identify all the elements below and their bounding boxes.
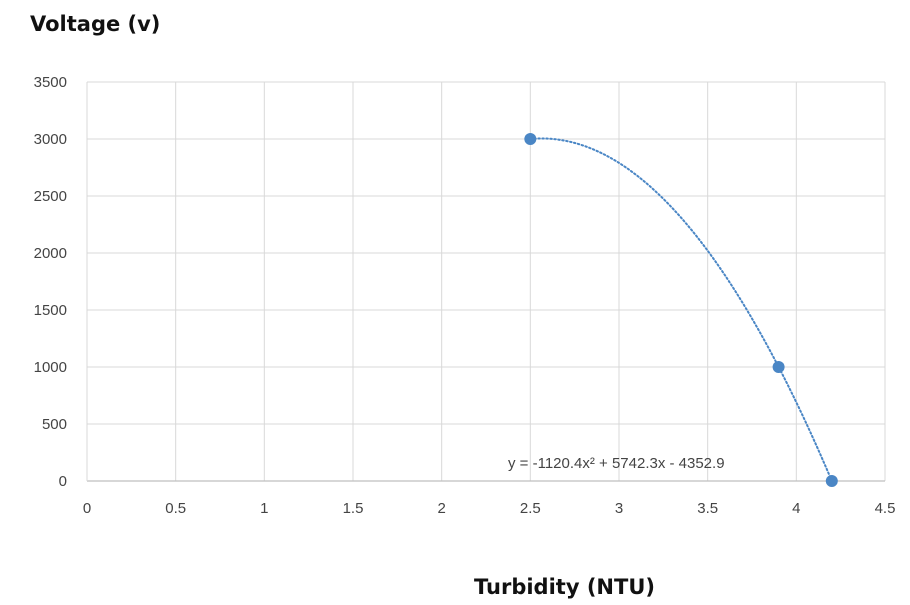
x-tick-label: 3.5 — [697, 500, 718, 517]
x-tick-label: 1 — [260, 500, 268, 517]
x-tick-label: 4.5 — [875, 500, 896, 517]
x-tick-label: 0.5 — [165, 500, 186, 517]
x-axis-title: Turbidity (NTU) — [474, 575, 655, 599]
y-axis-title: Voltage (v) — [30, 12, 160, 36]
y-tick-label: 3500 — [34, 74, 67, 91]
y-tick-label: 3000 — [34, 131, 67, 148]
tick-labels: 0 500 1000 1500 2000 2500 3000 3500 0 0.5 1 1.5 2 2.5… — [34, 74, 896, 517]
x-tick-label: 1.5 — [343, 500, 364, 517]
data-point — [772, 361, 785, 373]
x-tick-label: 4 — [792, 500, 800, 517]
x-tick-label: 2 — [437, 500, 445, 517]
y-tick-label: 2000 — [34, 245, 67, 262]
gridlines — [87, 81, 886, 481]
trendline-equation: y = -1120.4x² + 5742.3x - 4352.9 — [508, 455, 725, 472]
data-point — [825, 475, 838, 487]
axes — [86, 82, 885, 482]
y-tick-label: 1000 — [34, 359, 67, 376]
y-tick-label: 2500 — [34, 188, 67, 205]
data-points — [524, 133, 838, 487]
trendline — [529, 137, 833, 482]
y-tick-label: 0 — [59, 473, 67, 490]
x-tick-label: 3 — [615, 500, 623, 517]
x-tick-label: 2.5 — [520, 500, 541, 517]
data-point — [524, 133, 537, 145]
x-tick-label: 0 — [83, 500, 91, 517]
y-tick-label: 1500 — [34, 302, 67, 319]
trendline-curve — [529, 137, 833, 482]
y-tick-label: 500 — [42, 416, 67, 433]
